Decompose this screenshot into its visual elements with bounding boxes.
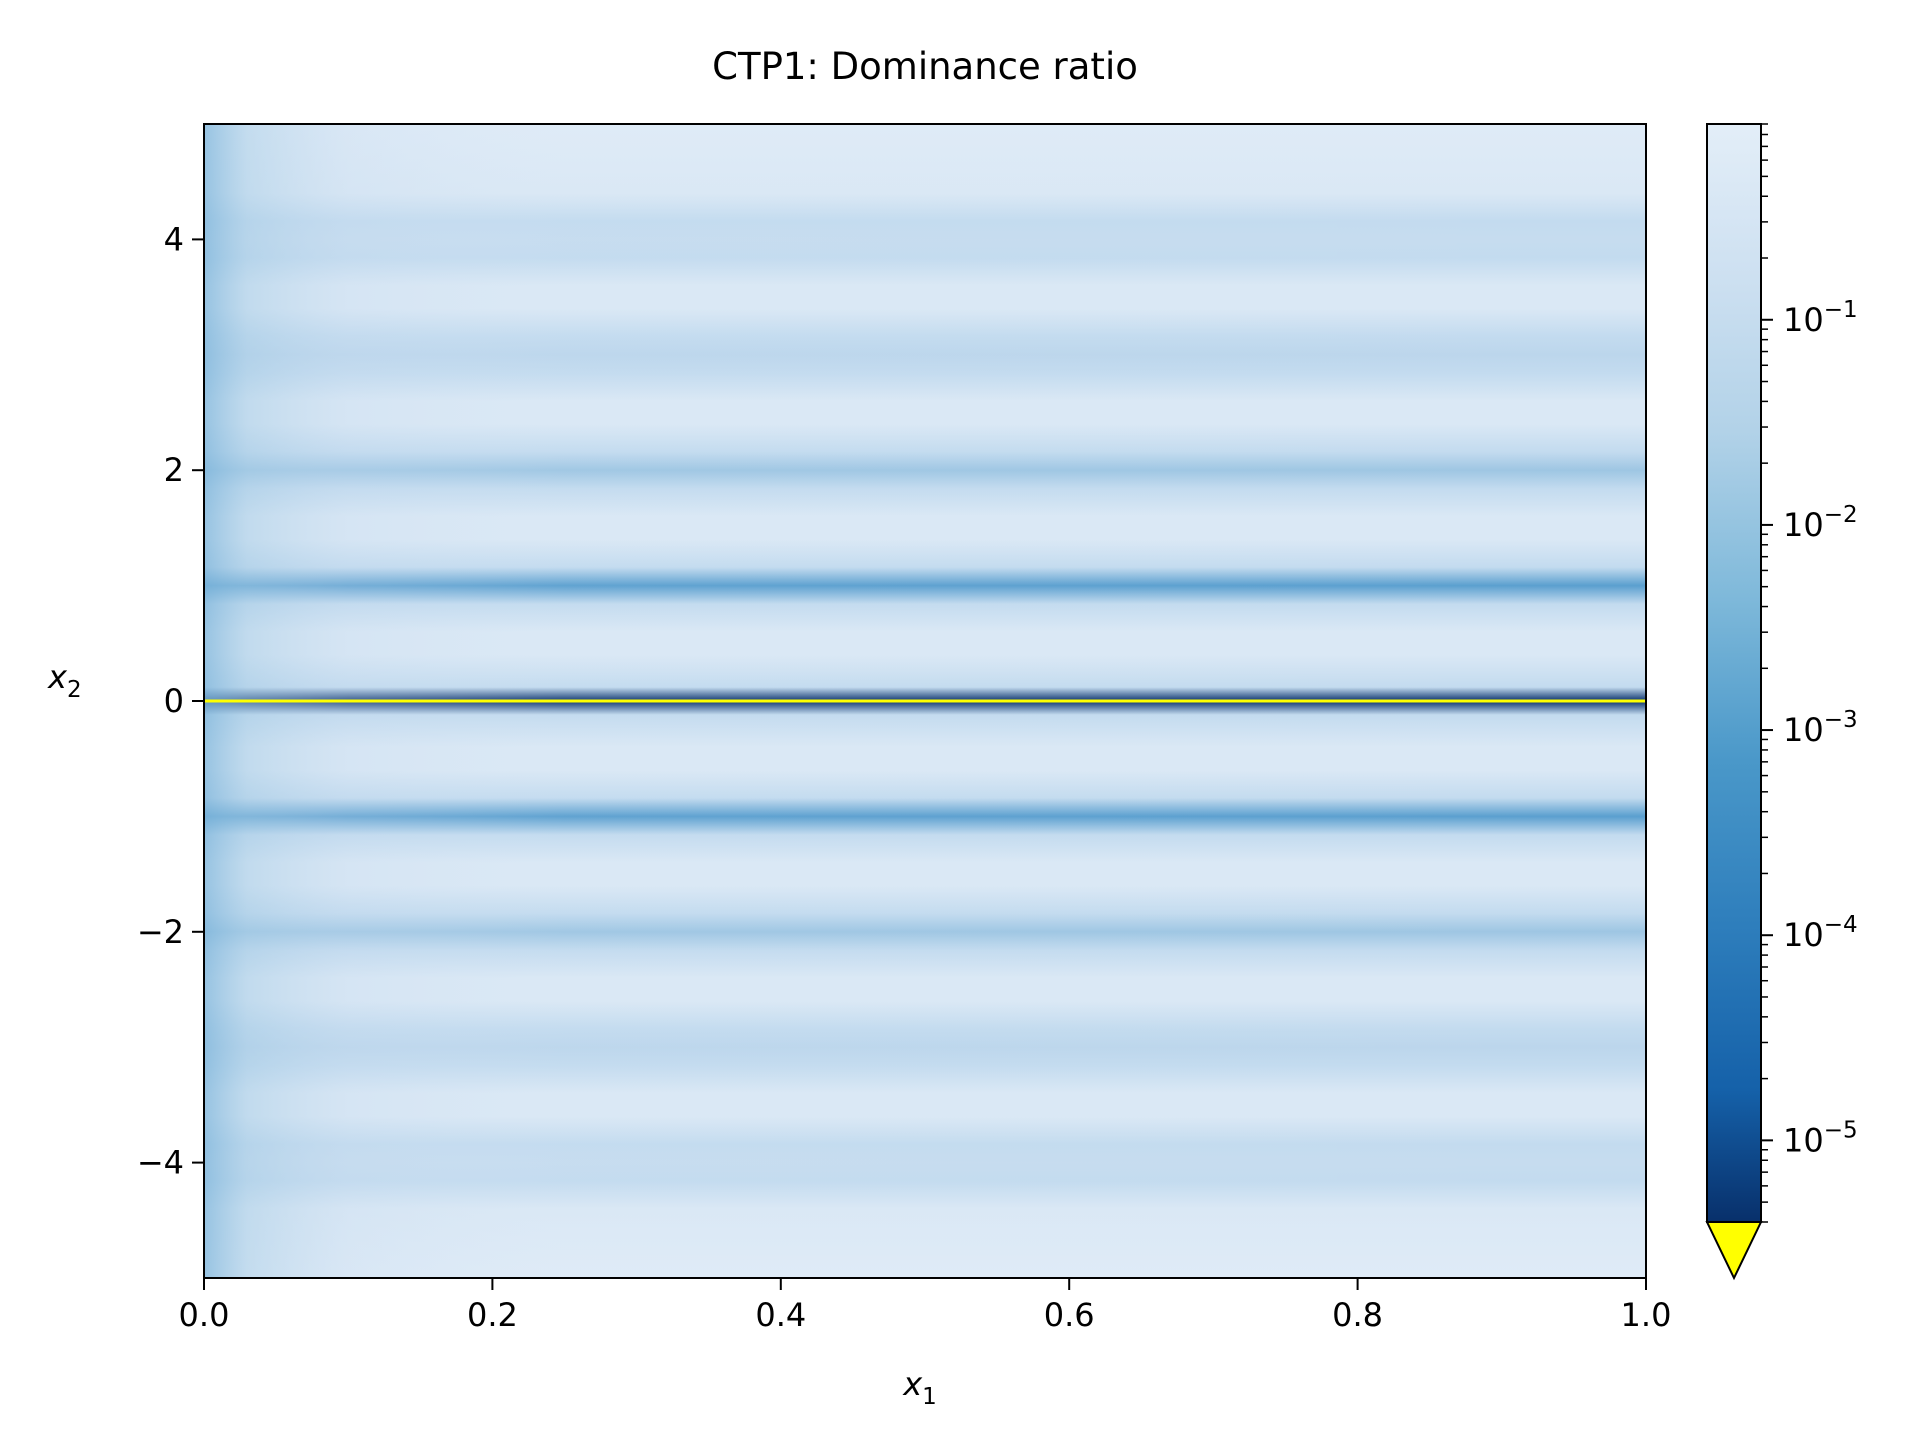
y-axis-label: x2 <box>47 658 82 703</box>
y-tick-label: 2 <box>164 451 184 489</box>
x-tick-label: 1.0 <box>1621 1296 1672 1334</box>
x-tick-label: 0.0 <box>179 1296 230 1334</box>
y-tick-label: −2 <box>137 913 184 951</box>
x-tick-label: 0.6 <box>1044 1296 1095 1334</box>
colorbar-tick-label: 10−1 <box>1783 297 1858 339</box>
colorbar-tick-label: 10−4 <box>1783 912 1858 954</box>
chart-title: CTP1: Dominance ratio <box>712 45 1138 88</box>
colorbar: 10−5 10−4 10−3 10−2 10−1 <box>1705 123 1858 1281</box>
x-tick-label: 0.4 <box>755 1296 806 1334</box>
heatmap <box>204 124 1646 1278</box>
x-tick-label: 0.8 <box>1332 1296 1383 1334</box>
y-tick-label: 0 <box>164 682 184 720</box>
x-axis-label-subscript: 1 <box>922 1384 937 1410</box>
colorbar-tick-label: 10−3 <box>1783 707 1858 749</box>
colorbar-tick-label: 10−5 <box>1783 1117 1858 1159</box>
x-axis: 0.0 0.2 0.4 0.6 0.8 1.0 <box>179 1278 1672 1334</box>
y-tick-label: 4 <box>164 220 184 258</box>
x-tick-label: 0.2 <box>467 1296 518 1334</box>
colorbar-frame <box>1706 123 1762 1223</box>
y-axis-label-subscript: 2 <box>67 677 82 703</box>
colorbar-gradient <box>1707 124 1761 1222</box>
colorbar-under-extension <box>1705 1221 1763 1281</box>
y-axis: −4 −2 0 2 4 <box>137 220 204 1182</box>
x-axis-label: x1 <box>902 1365 937 1410</box>
y-tick-label: −4 <box>137 1144 184 1182</box>
colorbar-ticks: 10−5 10−4 10−3 10−2 10−1 <box>1761 123 1858 1223</box>
colorbar-tick-label: 10−2 <box>1783 502 1858 544</box>
